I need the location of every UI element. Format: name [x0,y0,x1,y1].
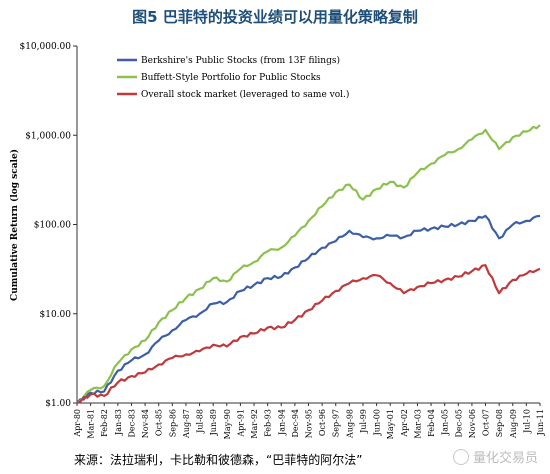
y-tick-label: $10.00 [40,310,72,320]
legend-label-3: Overall stock market (leveraged to same … [141,89,349,100]
chart-legend: Berkshire's Public Stocks (from 13F fili… [117,55,349,100]
watermark: 量化交易员 [452,447,538,466]
x-tick-label: Nov-84 [141,409,150,438]
x-tick-label: May-01 [386,409,395,439]
x-tick-label: Dec-94 [291,409,300,438]
x-tick-label: Jan-83 [114,409,123,436]
x-tick-label: Feb-82 [100,409,109,437]
chart-series [76,124,541,405]
x-tick-label: Feb-04 [427,409,436,437]
y-tick-label: $10,000.00 [19,42,71,52]
x-tick-label: Sep-97 [332,409,341,437]
x-tick-label: Dec-83 [127,409,136,438]
chart-axes [73,45,541,406]
figure-title: 图5 巴菲特的投资业绩可以用量化策略复制 [132,8,418,26]
legend-label-2: Buffett-Style Portfolio for Public Stock… [141,73,321,83]
y-tick-label: $1,000.00 [25,131,71,141]
y-tick-labels: $1.00 $10.00 $100.00 $1,000.00 $10,000.00 [19,42,71,409]
x-tick-labels: Apr-80 Mar-81 Feb-82 Jan-83 Dec-83 Nov-84 Oct-… [73,409,545,439]
y-tick-label: $1.00 [45,399,71,409]
x-tick-label: Oct-96 [318,409,327,436]
x-tick-label: Mar-81 [87,409,96,439]
x-tick-label: Aug-09 [509,409,518,439]
x-tick-label: Nov-06 [468,409,477,438]
x-tick-label: Sep-08 [495,409,504,437]
x-tick-label: Mar-03 [413,409,422,439]
x-tick-label: Aug-87 [182,409,191,439]
x-tick-label: Nov-95 [305,409,314,438]
x-tick-label: Jun-11 [536,409,545,436]
x-tick-label: Feb-93 [264,409,273,437]
watermark-text: 量化交易员 [472,451,538,466]
x-tick-label: Sep-86 [168,409,177,437]
x-tick-label: Jan-94 [277,409,286,436]
x-tick-label: Jul-99 [359,409,368,434]
legend-label-1: Berkshire's Public Stocks (from 13F fili… [141,55,340,66]
x-tick-label: Mar-92 [250,409,259,439]
x-tick-label: Jul-10 [522,409,531,434]
series-line-3 [76,264,541,405]
source-note: 来源：法拉瑞利，卡比勒和彼德森，“巴菲特的阿尔法” [74,453,363,467]
x-tick-label: Aug-98 [345,409,354,439]
series-line-1 [76,214,541,404]
x-tick-label: Dec-05 [454,409,463,438]
x-tick-label: Apr-02 [400,409,409,438]
wechat-logo-icon [452,448,469,465]
x-tick-label: Jun-00 [373,409,382,436]
x-tick-label: Oct-85 [155,409,164,436]
x-tick-label: Apr-80 [73,409,82,438]
x-tick-label: Jun-89 [209,409,218,436]
y-axis-label: Cumulative Return (log scale) [9,149,20,301]
y-tick-label: $100.00 [34,221,71,231]
x-tick-label: Jan-05 [441,409,450,436]
x-tick-label: May-90 [223,409,232,439]
series-line-2 [76,124,541,404]
x-tick-label: Jul-88 [196,409,205,434]
x-tick-label: Oct-07 [482,409,491,436]
x-tick-label: Apr-91 [236,409,245,438]
